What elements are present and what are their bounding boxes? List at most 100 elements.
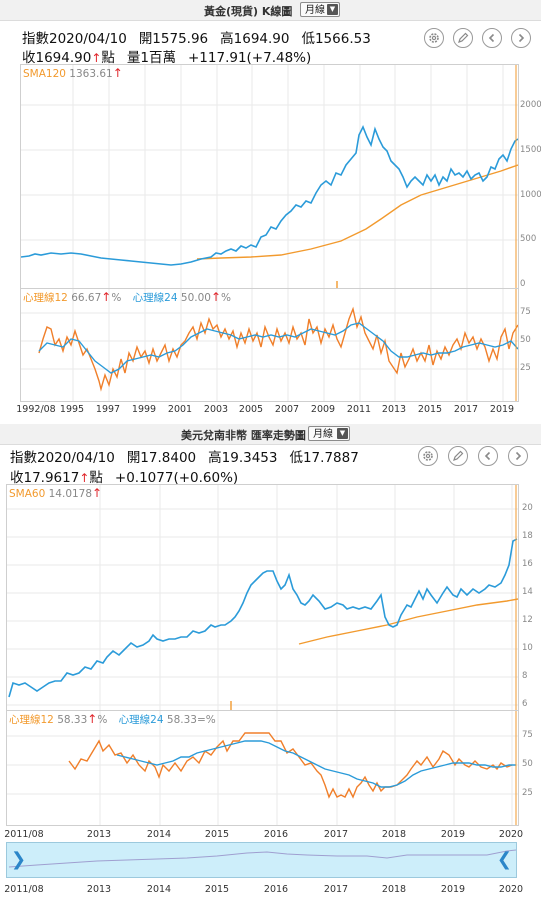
gold-open: 開1575.96 xyxy=(138,31,209,47)
navigator-x-tick: 2017 xyxy=(323,884,349,895)
usdzar-price-svg xyxy=(7,485,519,711)
settings-icon[interactable] xyxy=(424,28,444,48)
gold-x-tick: 2019 xyxy=(489,404,515,415)
gold-psy-tick: 50 xyxy=(520,335,531,345)
settings-icon[interactable] xyxy=(418,446,438,466)
usdzar-range-navigator[interactable]: ❯ ❮ xyxy=(6,842,517,878)
gold-psy24-pct: % xyxy=(221,292,231,304)
usdzar-close: 收17.9617 xyxy=(10,470,80,486)
usdzar-low: 低17.7887 xyxy=(289,450,359,466)
navigator-x-tick: 2011/08 xyxy=(4,884,44,895)
usdzar-y-tick: 20 xyxy=(522,503,533,513)
up-arrow-icon: ↑ xyxy=(87,712,98,726)
usdzar-high: 高19.3453 xyxy=(208,450,278,466)
gold-sma-line xyxy=(196,164,519,260)
gold-psy12-pct: % xyxy=(111,292,122,304)
next-icon[interactable] xyxy=(511,28,531,48)
up-arrow-icon: ↑ xyxy=(101,290,112,304)
usdzar-chart-title: 美元兌南非幣 匯率走勢圖 xyxy=(181,429,306,442)
gold-price-svg xyxy=(20,65,519,289)
up-arrow-icon: ↑ xyxy=(79,471,90,485)
up-arrow-icon: ↑ xyxy=(91,51,102,65)
pen-icon[interactable] xyxy=(448,446,468,466)
gold-psy24-value: 50.00 xyxy=(180,292,211,304)
gold-chart-title: 黃金(現貨) K線圖 xyxy=(204,5,293,18)
usdzar-psy24-line xyxy=(116,740,516,788)
usdzar-x-tick: 2013 xyxy=(86,829,112,840)
usdzar-psy-chart[interactable]: 心理線12 58.33↑% 心理線24 58.33=% xyxy=(6,710,519,826)
usdzar-price-chart[interactable]: SMA60 14.0178↑ xyxy=(6,484,519,712)
usdzar-y-tick: 16 xyxy=(522,559,533,569)
usdzar-open: 開17.8400 xyxy=(126,450,197,466)
gold-close-unit: 點 xyxy=(101,50,115,66)
gold-psy-chart[interactable]: 心理線12 66.67↑% 心理線24 50.00↑% xyxy=(20,288,519,402)
usdzar-x-tick: 2014 xyxy=(146,829,172,840)
usdzar-psy-tick: 25 xyxy=(522,788,533,798)
prev-icon[interactable] xyxy=(482,28,502,48)
navigator-x-tick: 2018 xyxy=(381,884,407,895)
gold-sma-label: SMA120 xyxy=(23,68,66,80)
usdzar-psy-tick: 75 xyxy=(522,730,533,740)
gold-psy12-value: 66.67 xyxy=(71,292,102,304)
up-arrow-icon: ↑ xyxy=(112,66,123,80)
usdzar-sma-value: 14.0178 xyxy=(48,488,93,500)
usdzar-psy-svg xyxy=(7,711,518,825)
usdzar-x-tick: 2018 xyxy=(381,829,407,840)
usdzar-change: +0.1077(+0.60%) xyxy=(114,470,239,486)
gold-x-tick: 2017 xyxy=(453,404,479,415)
usdzar-info-row-1: 指數2020/04/10 開17.8400 高19.3453 低17.7887 xyxy=(10,446,371,466)
gold-x-tick: 2011 xyxy=(346,404,372,415)
gold-period-select[interactable]: 月線 ▼ xyxy=(300,2,340,17)
navigator-x-tick: 2013 xyxy=(86,884,112,895)
gold-psy-legend: 心理線12 66.67↑% 心理線24 50.00↑% xyxy=(23,290,231,305)
usdzar-price-line xyxy=(8,538,518,698)
gold-sma-legend: SMA120 1363.61↑ xyxy=(23,66,123,80)
gold-x-tick: 1992/08 xyxy=(16,404,56,415)
gold-period-label: 月線 xyxy=(305,5,325,16)
usdzar-index-date: 指數2020/04/10 xyxy=(10,450,115,466)
navigator-mini-line xyxy=(8,849,517,868)
prev-icon[interactable] xyxy=(478,446,498,466)
gold-y-tick: 0 xyxy=(520,279,526,289)
usdzar-psy-tick: 50 xyxy=(522,759,533,769)
gold-x-tick: 1995 xyxy=(59,404,85,415)
usdzar-y-tick: 14 xyxy=(522,587,533,597)
gold-x-tick: 2003 xyxy=(203,404,229,415)
navigator-x-tick: 2020 xyxy=(498,884,524,895)
up-arrow-icon: ↑ xyxy=(210,290,222,304)
gold-info-row-1: 指數2020/04/10 開1575.96 高1694.90 低1566.53 xyxy=(22,27,383,47)
gold-psy12-line xyxy=(38,306,519,392)
gold-x-tick: 1997 xyxy=(95,404,121,415)
gold-info-row-2: 收1694.90↑點 量1百萬 +117.91(+7.48%) xyxy=(22,46,323,66)
usdzar-y-tick: 6 xyxy=(522,699,528,709)
gold-x-tick: 2013 xyxy=(381,404,407,415)
gold-psy24-label: 心理線24 xyxy=(132,292,178,304)
gold-price-chart[interactable]: SMA120 1363.61↑ xyxy=(20,64,519,290)
pen-icon[interactable] xyxy=(453,28,473,48)
usdzar-y-tick: 10 xyxy=(522,643,533,653)
next-icon[interactable] xyxy=(508,446,528,466)
gold-y-tick: 1000 xyxy=(520,190,541,200)
usdzar-close-unit: 點 xyxy=(89,470,103,486)
gold-title-bar: 黃金(現貨) K線圖 月線 ▼ xyxy=(0,0,541,21)
gold-change: +117.91(+7.48%) xyxy=(187,50,312,66)
gold-psy12-label: 心理線12 xyxy=(23,292,68,304)
navigator-x-tick: 2019 xyxy=(440,884,466,895)
chevron-down-icon: ▼ xyxy=(337,428,348,439)
navigator-right-handle-icon[interactable]: ❮ xyxy=(496,849,512,870)
gold-close: 收1694.90 xyxy=(22,50,92,66)
usdzar-y-tick: 12 xyxy=(522,615,533,625)
usdzar-psy24-eq: = xyxy=(196,714,206,726)
gold-volume: 量1百萬 xyxy=(126,50,176,66)
gold-price-line xyxy=(20,125,519,266)
usdzar-sma-legend: SMA60 14.0178↑ xyxy=(9,486,102,500)
usdzar-psy24-value: 58.33 xyxy=(166,714,197,726)
gold-x-tick: 2005 xyxy=(238,404,264,415)
usdzar-x-tick: 2020 xyxy=(498,829,524,840)
gold-high: 高1694.90 xyxy=(220,31,290,47)
usdzar-x-tick: 2016 xyxy=(263,829,289,840)
gold-x-tick: 2007 xyxy=(274,404,300,415)
gold-x-tick: 1999 xyxy=(131,404,157,415)
navigator-left-handle-icon[interactable]: ❯ xyxy=(11,849,27,870)
usdzar-period-select[interactable]: 月線 ▼ xyxy=(308,426,350,441)
